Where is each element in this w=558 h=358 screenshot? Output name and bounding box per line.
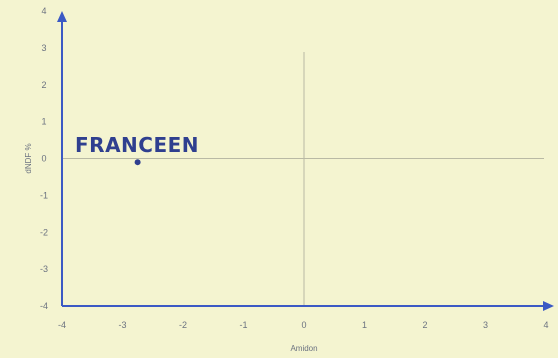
x-tick-label: 1 — [362, 320, 367, 330]
x-tick-label: -2 — [179, 320, 187, 330]
x-axis-label: Amidon — [290, 344, 317, 353]
x-tick-label: -3 — [118, 320, 126, 330]
y-tick-labels: -4 -3 -2 -1 0 1 2 3 4 — [40, 6, 48, 311]
y-axis-label: dNDF % — [24, 143, 33, 173]
data-point-label: FRANCEEN — [75, 133, 199, 157]
x-tick-label: -1 — [239, 320, 247, 330]
y-tick-label: 1 — [41, 117, 46, 127]
y-tick-label: 3 — [41, 43, 46, 53]
y-tick-label: 0 — [41, 154, 46, 164]
y-tick-label: 4 — [41, 6, 46, 16]
x-tick-label: -4 — [58, 320, 66, 330]
y-tick-label: -1 — [40, 190, 48, 200]
data-points: FRANCEEN — [75, 133, 199, 166]
x-axis-arrow-icon — [543, 301, 554, 311]
y-tick-label: -2 — [40, 227, 48, 237]
y-tick-label: -4 — [40, 301, 48, 311]
x-tick-label: 0 — [301, 320, 306, 330]
x-tick-label: 4 — [543, 320, 548, 330]
x-tick-label: 3 — [483, 320, 488, 330]
data-point — [134, 159, 141, 166]
y-axis-arrow-icon — [57, 11, 67, 22]
y-tick-label: -3 — [40, 264, 48, 274]
x-tick-label: 2 — [422, 320, 427, 330]
y-tick-label: 2 — [41, 80, 46, 90]
x-tick-labels: -4 -3 -2 -1 0 1 2 3 4 — [58, 320, 549, 330]
